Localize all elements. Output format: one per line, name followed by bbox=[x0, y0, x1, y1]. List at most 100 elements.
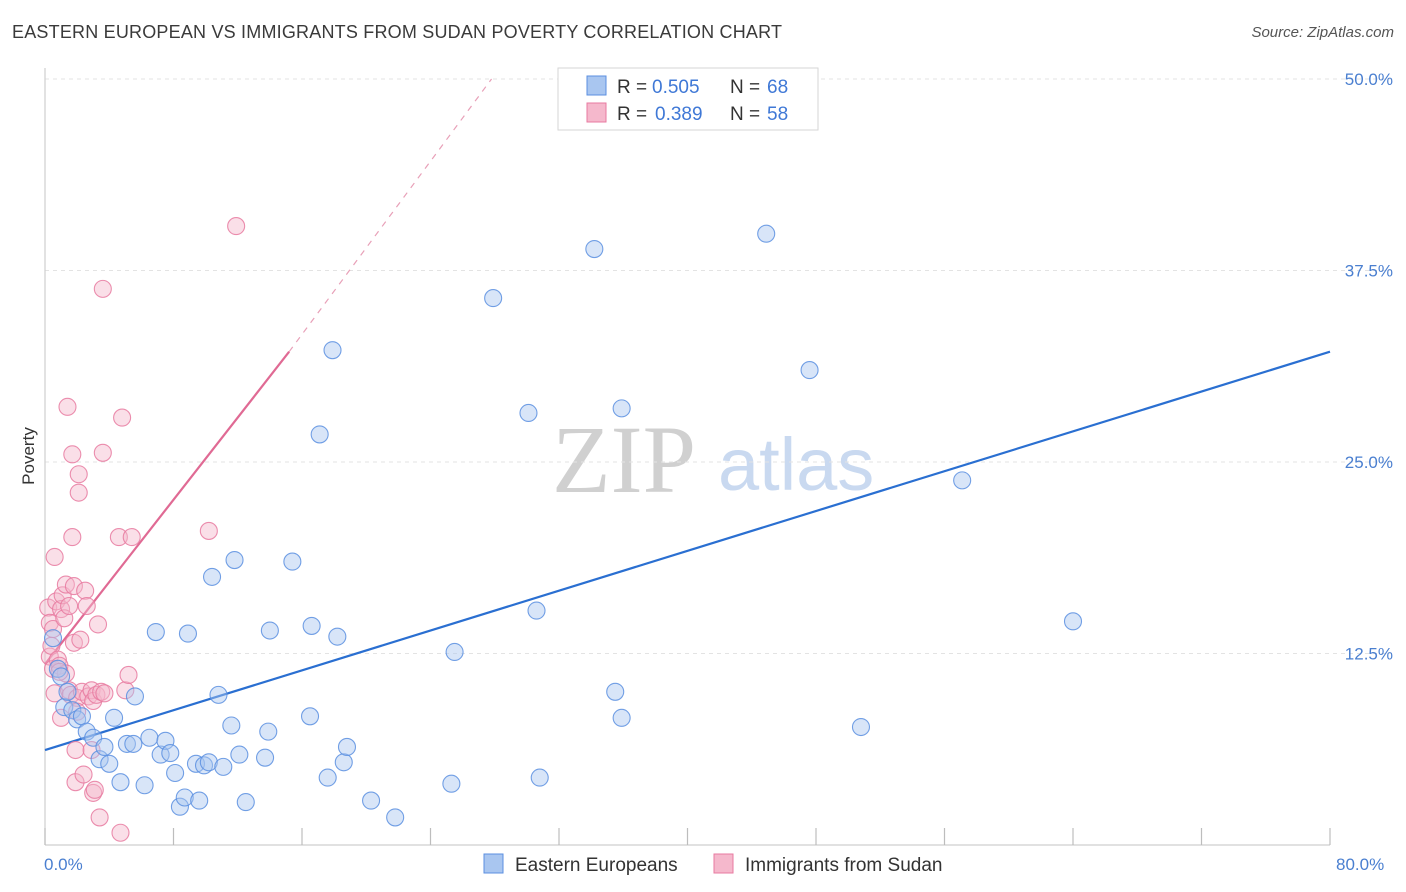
y-tick-label: 37.5% bbox=[1345, 262, 1393, 281]
eastern-european-point bbox=[230, 745, 249, 764]
sudan-point bbox=[95, 684, 114, 703]
y-tick-labels: 12.5% 25.0% 37.5% 50.0% bbox=[1345, 70, 1393, 664]
sudan-point bbox=[199, 521, 218, 540]
eastern-european-point bbox=[851, 717, 871, 737]
sudan-point bbox=[113, 408, 132, 427]
eastern-european-point bbox=[318, 768, 337, 787]
sudan-point bbox=[71, 630, 90, 649]
eastern-european-point bbox=[100, 754, 119, 773]
eastern-european-point bbox=[63, 701, 82, 720]
sudan-point bbox=[122, 528, 141, 547]
sudan-point bbox=[58, 397, 77, 416]
eastern-european-point bbox=[519, 403, 538, 423]
eastern-european-points bbox=[43, 224, 1083, 827]
sudan-point bbox=[43, 619, 63, 639]
eastern-european-point bbox=[178, 624, 198, 643]
eastern-european-point bbox=[72, 707, 91, 726]
eastern-european-point bbox=[151, 745, 170, 764]
y-axis-title: Poverty bbox=[19, 427, 38, 485]
eastern-european-point bbox=[161, 744, 180, 763]
eastern-european-point bbox=[585, 240, 604, 259]
eastern-european-point bbox=[222, 716, 241, 735]
eastern-european-point bbox=[214, 757, 233, 776]
x-ticks bbox=[44, 828, 1331, 845]
eastern-european-point bbox=[1063, 612, 1083, 631]
eastern-european-point bbox=[256, 748, 275, 767]
legend-r-value-1: 0.505 bbox=[652, 77, 700, 98]
sudan-point bbox=[64, 577, 83, 596]
eastern-european-point bbox=[146, 623, 165, 642]
eastern-european-point bbox=[362, 791, 381, 810]
chart-title: EASTERN EUROPEAN VS IMMIGRANTS FROM SUDA… bbox=[12, 22, 783, 42]
sudan-point bbox=[93, 279, 112, 298]
watermark-atlas: atlas bbox=[718, 423, 874, 506]
sudan-point bbox=[109, 528, 128, 547]
eastern-european-point bbox=[612, 399, 631, 418]
eastern-european-point bbox=[445, 642, 464, 662]
x-tick-label-min: 0.0% bbox=[44, 855, 83, 874]
sudan-point bbox=[63, 445, 82, 464]
y-tick-label: 25.0% bbox=[1345, 453, 1393, 472]
sudan-point bbox=[116, 681, 135, 700]
legend-n-label-2: N = bbox=[730, 104, 760, 125]
series-legend-swatch-pink bbox=[713, 853, 734, 874]
eastern-european-point bbox=[800, 361, 819, 380]
eastern-european-point bbox=[337, 737, 357, 757]
eastern-european-point bbox=[386, 808, 405, 827]
sudan-point bbox=[69, 483, 88, 502]
eastern-european-point bbox=[199, 753, 218, 772]
eastern-european-point bbox=[328, 627, 347, 646]
sudan-point bbox=[84, 783, 103, 802]
trend-line-sudan bbox=[44, 351, 291, 665]
eastern-european-point bbox=[95, 737, 114, 757]
sudan-point bbox=[69, 465, 88, 484]
legend-n-label-1: N = bbox=[730, 77, 760, 98]
eastern-european-point bbox=[302, 616, 321, 635]
eastern-european-point bbox=[259, 722, 278, 741]
trend-lines bbox=[44, 78, 1331, 752]
sudan-point bbox=[66, 740, 85, 760]
eastern-european-point bbox=[140, 728, 159, 747]
y-tick-label: 50.0% bbox=[1345, 70, 1393, 89]
eastern-european-point bbox=[310, 425, 329, 444]
legend-n-value-2: 58 bbox=[767, 104, 788, 125]
gridlines bbox=[45, 78, 1392, 654]
sudan-point bbox=[60, 596, 79, 616]
eastern-european-point bbox=[260, 621, 279, 640]
sudan-point bbox=[90, 808, 109, 827]
eastern-european-point bbox=[175, 788, 194, 807]
eastern-european-point bbox=[194, 756, 214, 775]
trend-line-eastern-europeans bbox=[44, 350, 1331, 752]
eastern-european-point bbox=[117, 734, 136, 753]
eastern-european-point bbox=[68, 710, 87, 729]
legend-r-value-2: 0.389 bbox=[655, 104, 703, 125]
legend-n-value-1: 68 bbox=[767, 77, 788, 98]
eastern-european-point bbox=[52, 667, 71, 686]
legend-r-label-2: R = bbox=[617, 104, 647, 125]
eastern-european-point bbox=[135, 776, 154, 795]
sudan-point bbox=[93, 443, 112, 462]
eastern-european-point bbox=[43, 629, 63, 648]
source-label: Source: ZipAtlas.com bbox=[1251, 24, 1394, 41]
eastern-european-point bbox=[953, 471, 972, 490]
sudan-point bbox=[88, 615, 108, 634]
eastern-european-point bbox=[300, 707, 320, 726]
stats-legend: R = 0.505 N = 68 R = 0.389 N = 58 bbox=[557, 67, 819, 131]
series-legend-label-1: Eastern Europeans bbox=[515, 855, 678, 876]
eastern-european-point bbox=[530, 768, 549, 787]
eastern-european-point bbox=[323, 341, 342, 360]
eastern-european-point bbox=[203, 567, 222, 586]
legend-swatch-pink bbox=[586, 102, 607, 123]
sudan-point bbox=[85, 780, 104, 799]
eastern-european-point bbox=[334, 753, 353, 772]
eastern-european-point bbox=[442, 774, 461, 793]
sudan-point bbox=[74, 765, 93, 784]
eastern-european-point bbox=[166, 763, 185, 783]
legend-r-label-1: R = bbox=[617, 77, 647, 98]
eastern-european-point bbox=[757, 224, 776, 243]
eastern-european-point bbox=[606, 682, 625, 701]
series-legend: Eastern Europeans Immigrants from Sudan bbox=[483, 853, 942, 876]
eastern-european-point bbox=[209, 685, 228, 704]
sudan-point bbox=[227, 217, 246, 236]
